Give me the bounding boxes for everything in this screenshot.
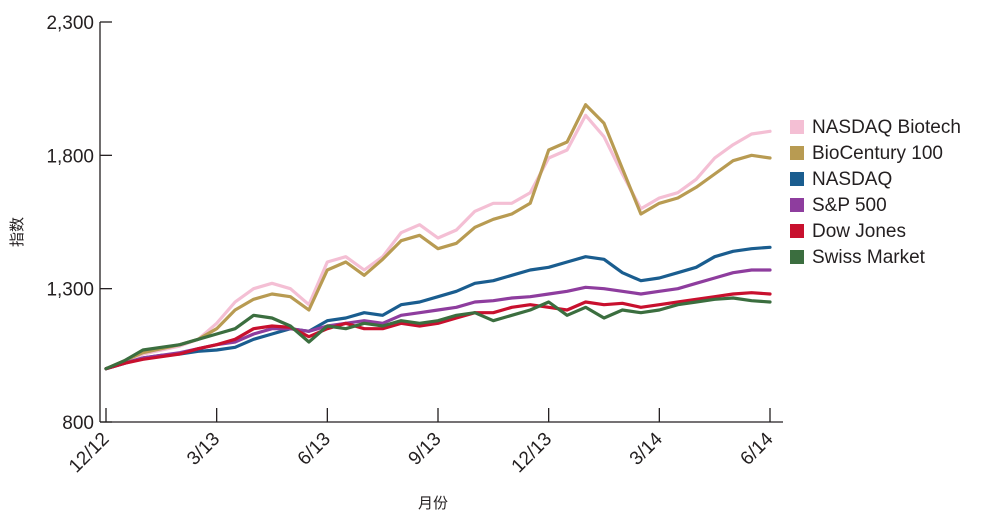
series-line-5 — [104, 296, 772, 371]
x-axis-title: 月份 — [418, 494, 448, 512]
legend-swatch — [790, 198, 804, 212]
y-tick-label: 1,800 — [46, 146, 94, 167]
legend-label: NASDAQ Biotech — [812, 117, 961, 138]
legend-swatch — [790, 224, 804, 238]
legend-label: BioCentury 100 — [812, 143, 943, 164]
legend-label: Swiss Market — [812, 247, 926, 268]
series-line-4 — [104, 291, 772, 371]
y-tick-label: 2,300 — [46, 13, 94, 34]
y-axis-title: 指数 — [8, 217, 26, 247]
legend-swatch — [790, 120, 804, 134]
legend-label: Dow Jones — [812, 221, 906, 242]
series-lines — [104, 103, 772, 371]
legend-label: NASDAQ — [812, 169, 892, 190]
x-tick-label: 6/14 — [737, 428, 778, 469]
legend-swatch — [790, 172, 804, 186]
legend: NASDAQ Biotech BioCentury 100 NASDAQ S&P 50… — [790, 117, 961, 268]
y-ticks: 2,300 1,800 1,300 800 — [46, 13, 112, 434]
x-tick-label: 9/13 — [405, 429, 446, 470]
x-tick-label: 3/13 — [183, 429, 224, 470]
series-line-1 — [104, 103, 772, 371]
x-tick-label: 12/13 — [508, 429, 556, 477]
legend-label: S&P 500 — [812, 195, 887, 216]
y-tick-label: 1,300 — [46, 280, 94, 301]
x-tick-label: 6/13 — [294, 429, 335, 470]
legend-swatch — [790, 146, 804, 160]
x-ticks: 12/12 3/13 6/13 9/13 12/13 3/14 6/14 — [65, 408, 778, 477]
x-tick-label: 3/14 — [626, 428, 667, 469]
axes — [99, 22, 783, 423]
legend-swatch — [790, 250, 804, 264]
x-tick-label: 12/12 — [65, 429, 113, 477]
y-tick-label: 800 — [62, 413, 94, 434]
series-line-0 — [104, 113, 772, 371]
series-line-2 — [104, 245, 772, 371]
